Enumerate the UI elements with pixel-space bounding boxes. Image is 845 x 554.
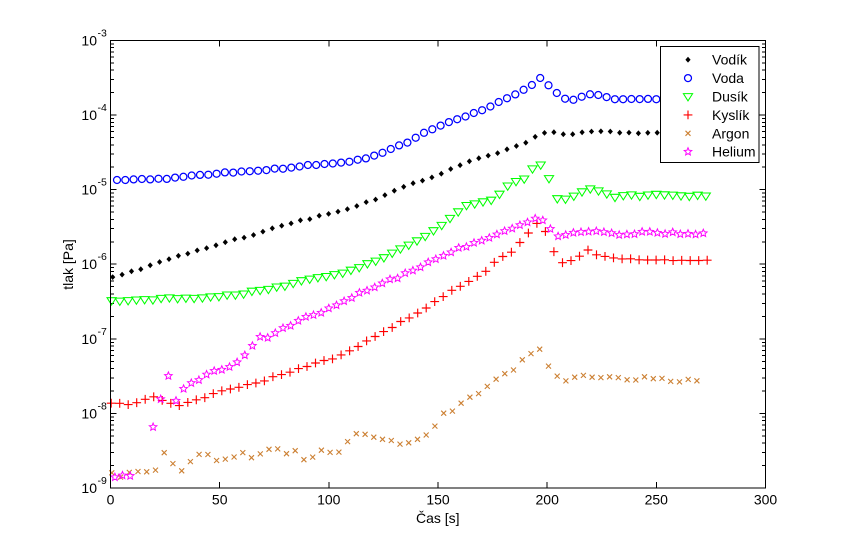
- svg-text:Voda: Voda: [712, 70, 744, 86]
- svg-text:100: 100: [317, 492, 341, 508]
- svg-text:-7: -7: [98, 326, 107, 338]
- svg-text:10: 10: [81, 331, 97, 347]
- svg-text:-4: -4: [98, 102, 107, 114]
- svg-text:200: 200: [536, 492, 560, 508]
- svg-text:0: 0: [107, 492, 115, 508]
- svg-text:10: 10: [81, 182, 97, 198]
- svg-text:Vodík: Vodík: [712, 52, 748, 68]
- svg-text:Dusík: Dusík: [712, 89, 749, 105]
- svg-text:tlak [Pa]: tlak [Pa]: [60, 239, 76, 290]
- svg-text:Kyslík: Kyslík: [712, 107, 750, 123]
- svg-text:Argon: Argon: [712, 125, 749, 141]
- svg-text:10: 10: [81, 107, 97, 123]
- svg-text:-9: -9: [98, 475, 107, 487]
- svg-text:Helium: Helium: [712, 144, 756, 160]
- svg-text:-3: -3: [98, 28, 107, 40]
- svg-text:10: 10: [81, 405, 97, 421]
- svg-text:50: 50: [212, 492, 228, 508]
- svg-text:10: 10: [81, 256, 97, 272]
- svg-text:150: 150: [426, 492, 450, 508]
- svg-text:-6: -6: [98, 251, 107, 263]
- svg-text:-5: -5: [98, 177, 107, 189]
- svg-text:250: 250: [645, 492, 669, 508]
- svg-text:10: 10: [81, 33, 97, 49]
- svg-text:10: 10: [81, 480, 97, 496]
- svg-text:Čas [s]: Čas [s]: [416, 510, 460, 526]
- svg-text:-8: -8: [98, 400, 107, 412]
- svg-text:300: 300: [754, 492, 778, 508]
